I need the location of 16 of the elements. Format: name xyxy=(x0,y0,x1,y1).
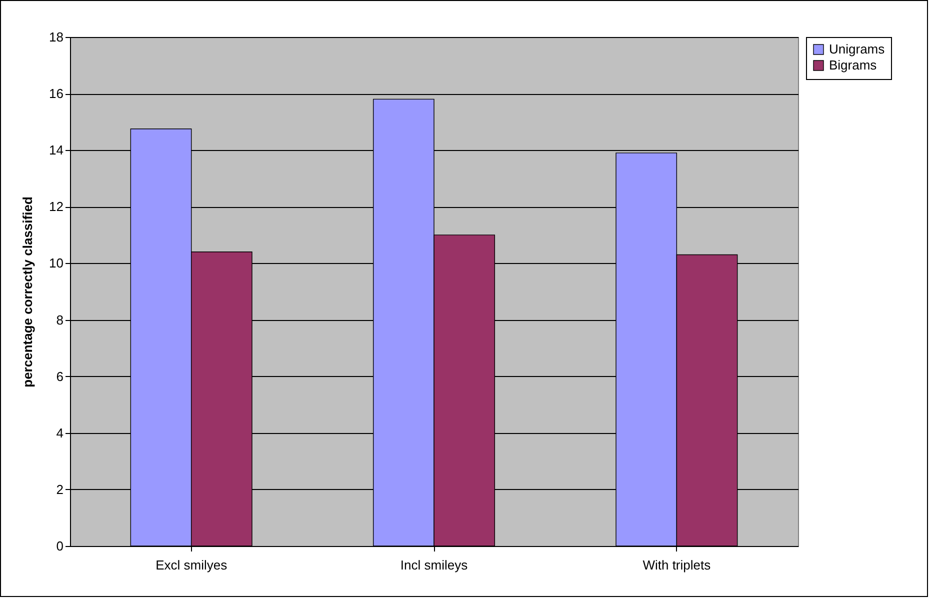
x-tick-label: Excl smilyes xyxy=(156,558,228,572)
x-tick-label: Incl smileys xyxy=(400,558,468,572)
y-tick-label: 6 xyxy=(56,368,64,384)
y-tick-label: 14 xyxy=(49,142,64,158)
y-axis-title: percentage correctly classified xyxy=(20,196,36,388)
y-tick-label: 18 xyxy=(49,30,64,44)
y-tick-label: 4 xyxy=(56,425,64,440)
legend-label: Unigrams xyxy=(829,42,886,56)
y-tick-label: 8 xyxy=(56,312,64,328)
y-tick-label: 2 xyxy=(56,482,64,497)
y-tick-label: 12 xyxy=(49,199,64,214)
legend-label: Bigrams xyxy=(829,58,878,72)
x-tick-label: With triplets xyxy=(642,558,712,572)
y-tick-label: 0 xyxy=(56,538,64,554)
y-tick-label: 10 xyxy=(49,256,64,271)
y-tick-label: 16 xyxy=(49,86,64,102)
